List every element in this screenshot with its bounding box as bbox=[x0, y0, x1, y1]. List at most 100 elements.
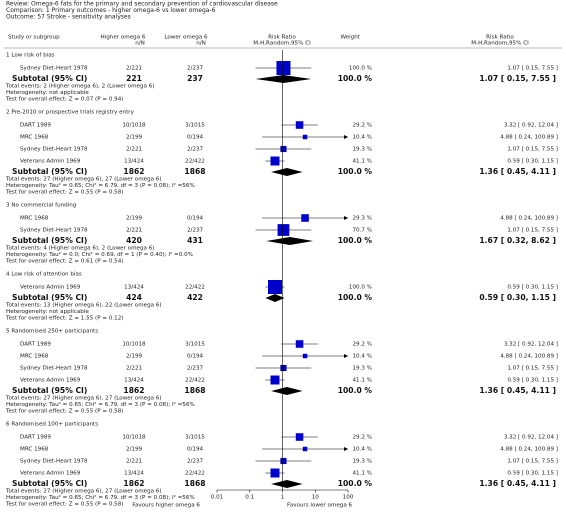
subgroup-note: Total events: 27 (Higher omega 6), 27 (L… bbox=[5, 396, 162, 402]
study-weight: 19.3 % bbox=[352, 459, 372, 465]
study-weight: 29.2 % bbox=[352, 435, 372, 441]
subtotal-weight: 100.0 % bbox=[338, 167, 373, 176]
col-weight: Weight bbox=[341, 35, 361, 41]
study-weight: 41.1 % bbox=[352, 378, 372, 384]
study-higher: 2/221 bbox=[126, 366, 143, 372]
study-name: Veterans Admin 1969 bbox=[20, 159, 81, 165]
subgroup-note: Heterogeneity: Tau² = 0.0; Chi² = 0.69, … bbox=[6, 251, 193, 258]
subtotal-higher: 221 bbox=[126, 74, 142, 83]
study-weight: 19.3 % bbox=[352, 366, 372, 372]
study-higher: 2/199 bbox=[126, 447, 143, 453]
subgroup-note: Total events: 27 (Higher omega 6), 27 (L… bbox=[5, 489, 162, 495]
study-higher: 2/199 bbox=[126, 354, 143, 360]
subgroup-note: Heterogeneity: Tau² = 0.65; Chi² = 6.79,… bbox=[6, 401, 195, 408]
study-box bbox=[301, 214, 309, 222]
study-higher: 2/199 bbox=[126, 216, 143, 222]
subgroup-note: Test for overall effect: Z = 1.55 (P = 0… bbox=[5, 316, 123, 322]
subtotal-label: Subtotal (95% CI) bbox=[12, 74, 87, 83]
subgroup-note: Total events: 2 (Higher omega 6), 2 (Low… bbox=[5, 84, 154, 90]
subgroup-note: Heterogeneity: Tau² = 0.65; Chi² = 6.79,… bbox=[6, 182, 195, 189]
subtotal-lower: 422 bbox=[187, 293, 203, 302]
ci-arrow bbox=[344, 135, 348, 139]
subgroup-title: 5 Randomised 250+ participants bbox=[6, 329, 98, 335]
study-higher: 13/424 bbox=[124, 378, 144, 384]
study-lower: 3/1015 bbox=[185, 435, 205, 441]
subtotal-lower: 1868 bbox=[184, 479, 205, 488]
study-weight: 29.2 % bbox=[352, 123, 372, 129]
subtotal-weight: 100.0 % bbox=[338, 479, 373, 488]
subgroup-note: Total events: 13 (Higher omega 6), 22 (L… bbox=[5, 303, 162, 309]
subgroup-note: Test for overall effect: Z = 0.07 (P = 0… bbox=[5, 97, 123, 103]
study-lower: 0/194 bbox=[187, 354, 204, 360]
study-box bbox=[302, 134, 308, 140]
study-box bbox=[280, 145, 287, 153]
subtotal-higher: 1862 bbox=[123, 386, 144, 395]
study-lower: 3/1015 bbox=[185, 342, 205, 348]
study-ci: 4.88 [ 0.24, 100.89 ] bbox=[500, 354, 558, 360]
ci-arrow bbox=[344, 447, 348, 451]
subtotal-diamond bbox=[255, 75, 312, 83]
study-weight: 70.7 % bbox=[352, 228, 372, 234]
subgroup-note: Total events: 27 (Higher omega 6), 27 (L… bbox=[5, 177, 162, 183]
study-weight: 29.3 % bbox=[352, 216, 372, 222]
study-name: DART 1989 bbox=[20, 123, 51, 129]
study-ci: 0.59 [ 0.30, 1.15 ] bbox=[507, 285, 558, 291]
subtotal-lower: 237 bbox=[187, 74, 203, 83]
col-ratio-sub: M-H,Random,95% CI bbox=[471, 41, 529, 47]
subtotal-diamond bbox=[271, 480, 303, 488]
study-name: Veterans Admin 1969 bbox=[20, 378, 81, 384]
subgroup-note: Test for overall effect: Z = 0.55 (P = 0… bbox=[5, 502, 123, 508]
study-name: Sydney Diet-Heart 1978 bbox=[20, 147, 88, 153]
study-ci: 3.32 [ 0.92, 12.04 ] bbox=[504, 342, 558, 348]
subtotal-diamond bbox=[271, 168, 303, 176]
subgroup-note: Test for overall effect: Z = 0.55 (P = 0… bbox=[5, 190, 123, 196]
subgroup-title: 3 No commercial funding bbox=[6, 203, 77, 209]
study-lower: 2/237 bbox=[187, 228, 204, 234]
col-study: Study or subgroup bbox=[8, 35, 60, 41]
study-ci: 4.88 [ 0.24, 100.89 ] bbox=[500, 447, 558, 453]
subtotal-diamond bbox=[271, 387, 303, 395]
subgroup-title: 1 Low risk of bias bbox=[6, 53, 55, 59]
subtotal-lower: 1868 bbox=[184, 167, 205, 176]
ci-arrow bbox=[344, 354, 348, 358]
col-ratio: Risk Ratio bbox=[486, 35, 514, 41]
subgroup-title: 4 Low risk of attention bias bbox=[6, 272, 82, 278]
study-lower: 22/422 bbox=[185, 378, 205, 384]
study-name: MRC 1968 bbox=[20, 447, 49, 453]
study-box bbox=[295, 433, 304, 441]
study-higher: 2/221 bbox=[126, 228, 143, 234]
subgroup-note: Test for overall effect: Z = 0.61 (P = 0… bbox=[5, 259, 123, 265]
subtotal-ci: 0.59 [ 0.30, 1.15 ] bbox=[479, 293, 556, 302]
study-lower: 22/422 bbox=[185, 285, 205, 291]
study-ci: 1.07 [ 0.15, 7.55 ] bbox=[507, 147, 558, 153]
x-tick-label: 100 bbox=[343, 495, 354, 501]
study-ci: 1.07 [ 0.15, 7.55 ] bbox=[507, 366, 558, 372]
subgroup-note: Heterogeneity: Tau² = 0.65; Chi² = 6.79,… bbox=[6, 494, 195, 501]
study-higher: 10/1018 bbox=[122, 435, 146, 441]
subtotal-higher: 1862 bbox=[123, 479, 144, 488]
subgroup-note: Heterogeneity: not applicable bbox=[6, 309, 89, 315]
study-ci: 4.88 [ 0.24, 100.89 ] bbox=[500, 216, 558, 222]
study-lower: 2/237 bbox=[187, 366, 204, 372]
study-box bbox=[270, 468, 280, 478]
favours-left: Favours higher omega 6 bbox=[132, 503, 200, 509]
study-box bbox=[280, 364, 287, 372]
study-ci: 3.32 [ 0.92, 12.04 ] bbox=[504, 123, 558, 129]
subtotal-diamond bbox=[266, 237, 314, 245]
study-higher: 13/424 bbox=[124, 159, 144, 165]
subtotal-ci: 1.36 [ 0.45, 4.11 ] bbox=[479, 479, 556, 488]
study-lower: 0/194 bbox=[187, 135, 204, 141]
subgroup-title: 6 Randomised 100+ participants bbox=[6, 422, 98, 428]
study-name: Sydney Diet-Heart 1978 bbox=[20, 66, 88, 72]
study-box bbox=[302, 353, 308, 359]
subgroup-note: Total events: 4 (Higher omega 6), 2 (Low… bbox=[5, 246, 154, 252]
study-higher: 2/199 bbox=[126, 135, 143, 141]
study-higher: 10/1018 bbox=[122, 123, 146, 129]
subtotal-label: Subtotal (95% CI) bbox=[12, 386, 87, 395]
study-weight: 41.1 % bbox=[352, 471, 372, 477]
subgroup-note: Test for overall effect: Z = 0.55 (P = 0… bbox=[5, 409, 123, 415]
study-name: Veterans Admin 1969 bbox=[20, 285, 81, 291]
study-lower: 22/422 bbox=[185, 159, 205, 165]
study-higher: 10/1018 bbox=[122, 342, 146, 348]
